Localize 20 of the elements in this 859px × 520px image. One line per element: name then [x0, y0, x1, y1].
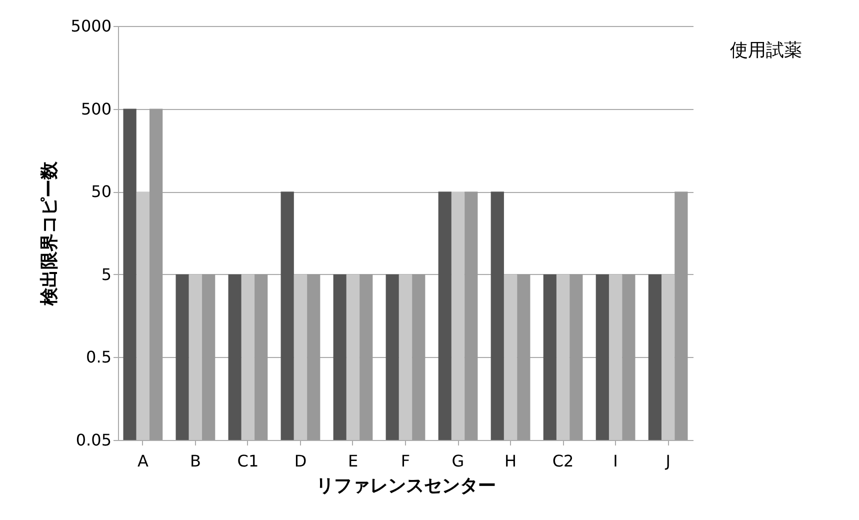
x-tick-label: C2	[552, 452, 574, 470]
y-axis-title: 検出限界コピー数	[38, 160, 60, 306]
y-tick-label: 0.05	[76, 430, 112, 450]
x-axis-title: リファレンスセンター	[316, 476, 496, 496]
x-tick-label: G	[452, 452, 464, 470]
y-tick-label: 50	[91, 182, 112, 202]
y-tick-label: 500	[80, 99, 112, 118]
y-tick-label: 5000	[70, 16, 112, 36]
x-tick-label: F	[400, 452, 410, 470]
x-tick-label: D	[294, 452, 307, 470]
x-tick-label: I	[613, 452, 618, 470]
x-tick-label: A	[137, 452, 148, 470]
x-tick-label: J	[664, 452, 670, 470]
y-tick-label: 5	[101, 264, 112, 284]
x-tick-label: E	[348, 452, 358, 470]
x-tick-label: H	[504, 452, 517, 470]
x-tick-label: B	[190, 452, 201, 470]
text: 使用試薬	[730, 39, 802, 62]
y-tick-label: 0.5	[86, 348, 112, 367]
x-tick-label: C1	[237, 452, 259, 470]
